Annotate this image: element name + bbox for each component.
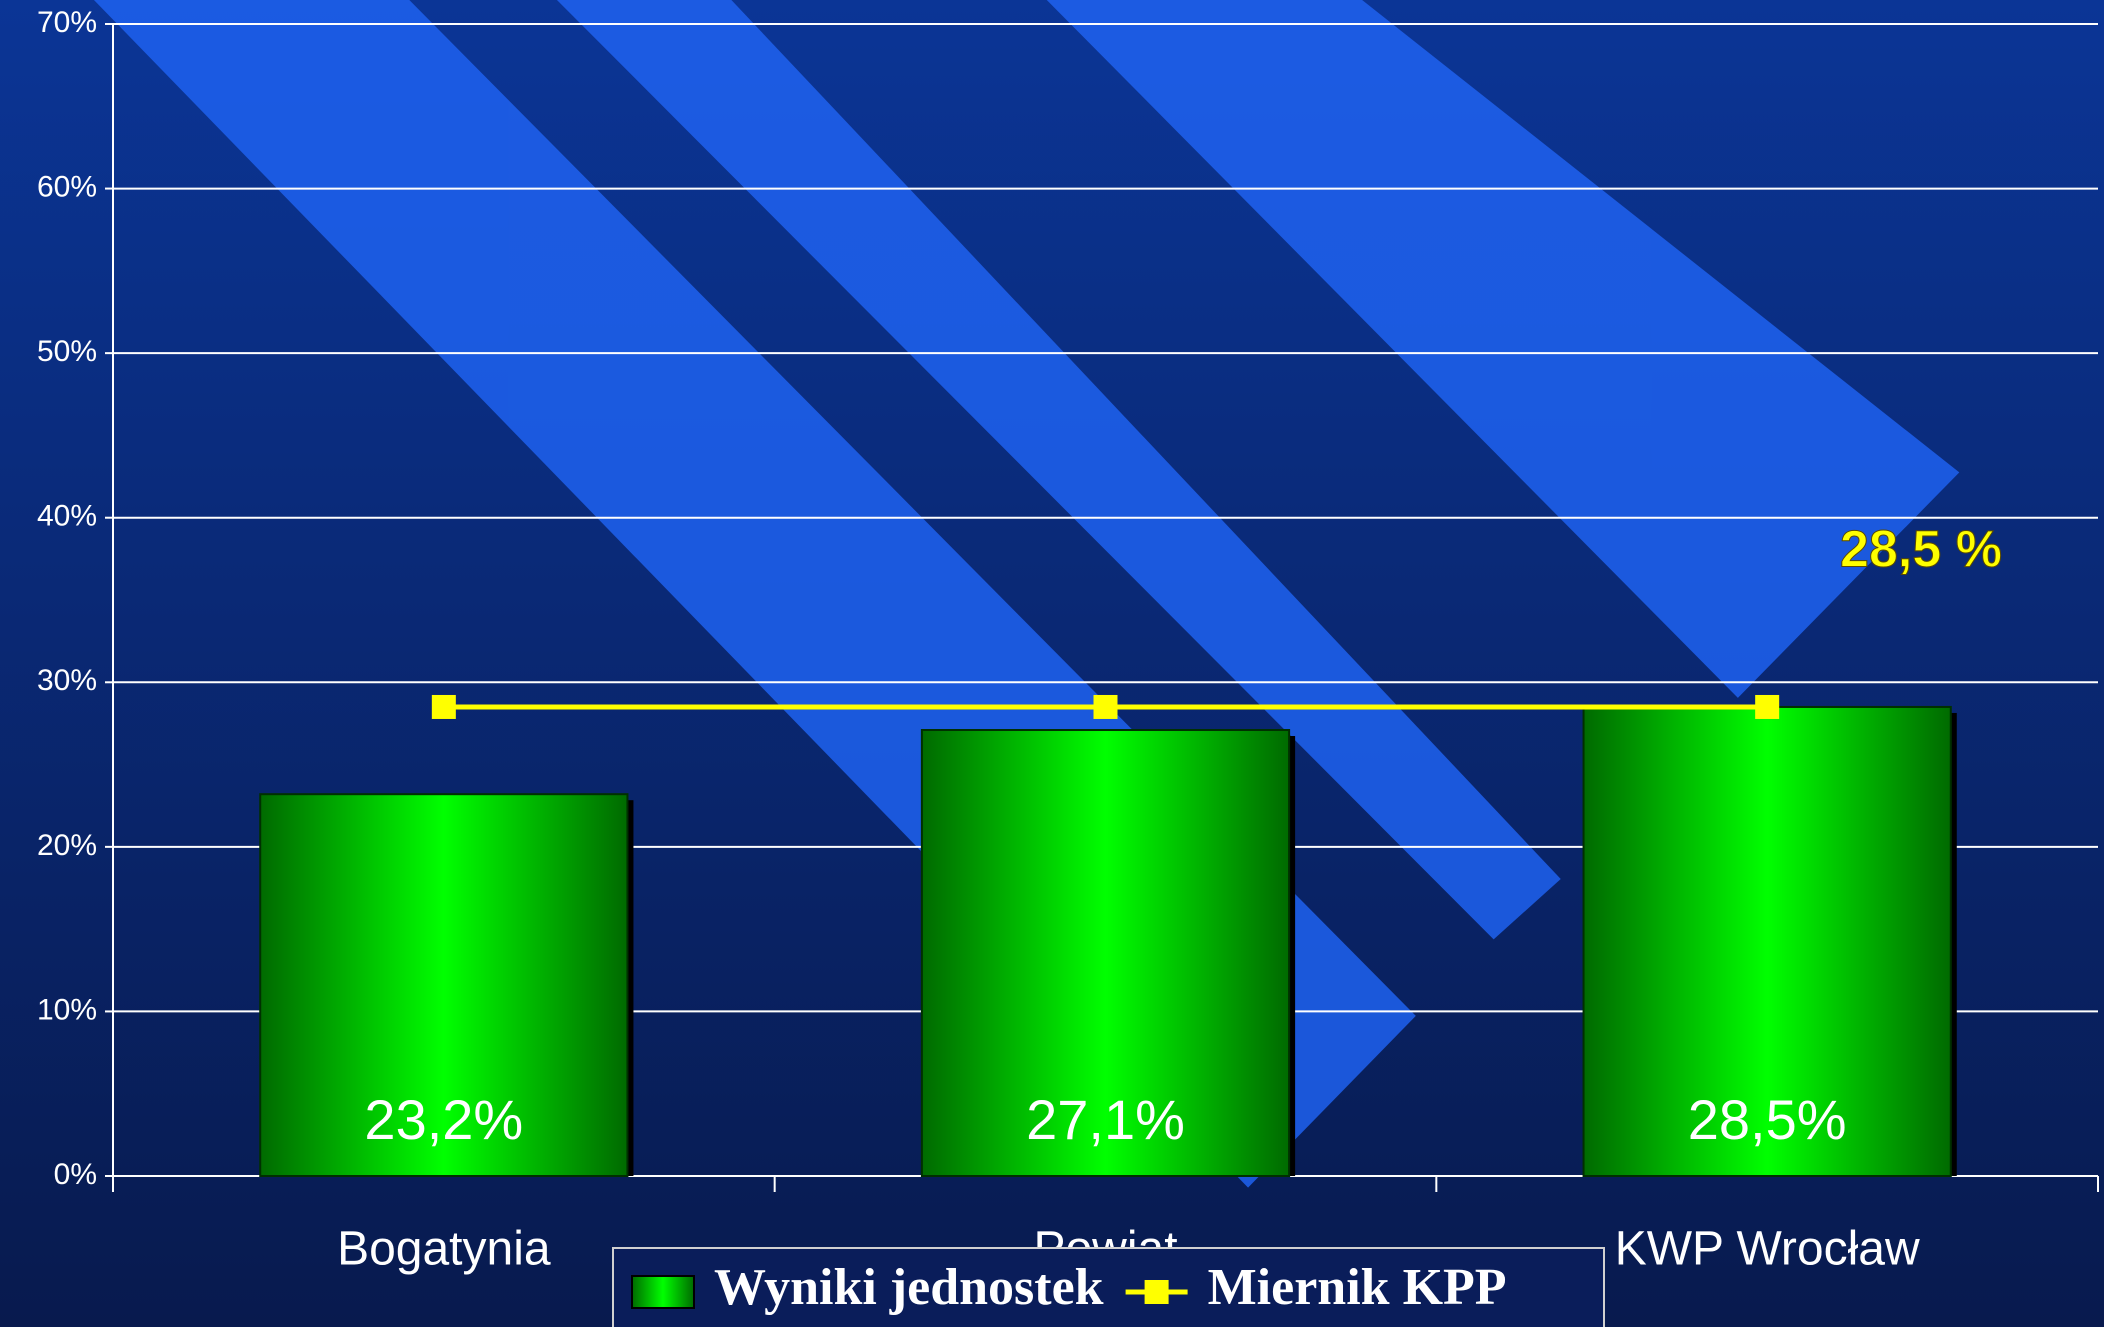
marker: [1755, 694, 1780, 719]
y-tick-label: 40%: [37, 500, 97, 533]
value-label: 27,1%: [1026, 1088, 1185, 1151]
plot: 0%10%20%30%40%50%60%70%BogatyniaPowiatKW…: [37, 6, 2099, 1332]
y-tick-label: 0%: [54, 1158, 97, 1191]
bar: [1582, 705, 1952, 1177]
x-tick-label: KWP Wrocław: [1615, 1223, 1920, 1276]
marker: [1093, 694, 1118, 719]
y-tick-label: 50%: [37, 335, 97, 368]
legend: Wyniki jednostek Miernik KPP: [612, 1247, 1605, 1332]
bar: [920, 729, 1291, 1177]
y-tick-label: 30%: [37, 664, 97, 697]
legend-swatch: [1144, 1280, 1169, 1304]
legend-box: [612, 1247, 1605, 1332]
marker: [431, 694, 456, 719]
legend-label: Wyniki jednostek: [714, 1259, 1104, 1316]
y-tick-label: 60%: [37, 170, 97, 203]
value-label: 23,2%: [364, 1088, 523, 1151]
value-label: 28,5%: [1688, 1088, 1847, 1151]
legend-label: Miernik KPP: [1208, 1259, 1507, 1316]
y-tick-label: 20%: [37, 829, 97, 862]
annotation: 28,5 %: [1840, 521, 2002, 579]
x-tick-label: Bogatynia: [337, 1223, 551, 1276]
y-tick-label: 10%: [37, 993, 97, 1026]
bar: [259, 793, 629, 1177]
y-tick-label: 70%: [37, 6, 97, 39]
legend-swatch: [631, 1275, 695, 1309]
